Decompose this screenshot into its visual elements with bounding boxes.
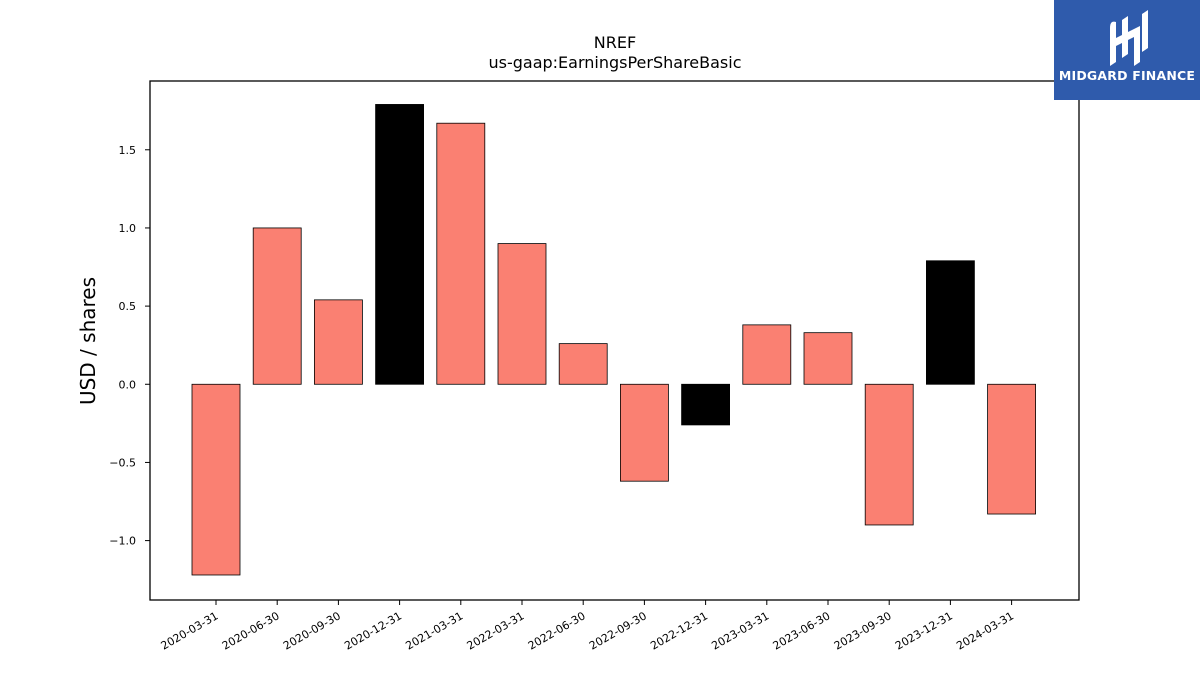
x-tick-label: 2020-09-30 <box>281 609 343 652</box>
logo-text: MIDGARD FINANCE <box>1058 68 1196 83</box>
y-tick-label: 1.0 <box>119 222 137 235</box>
bar-2023-06-30 <box>803 332 853 385</box>
midgard-logo-icon <box>1110 10 1148 67</box>
bars <box>191 104 1036 576</box>
y-axis-label: USD / shares <box>76 277 100 405</box>
bar-2021-03-31 <box>436 122 486 385</box>
midgard-finance-logo: MIDGARD FINANCE <box>1054 0 1200 100</box>
y-tick-label: −1.0 <box>109 535 136 548</box>
bar-2023-12-31 <box>926 260 975 385</box>
x-tick-label: 2024-03-31 <box>954 609 1016 652</box>
bar-2022-09-30 <box>620 383 669 482</box>
chart-subtitle: us-gaap:EarningsPerShareBasic <box>488 53 741 72</box>
x-tick-label: 2020-03-31 <box>159 609 221 652</box>
y-tick-label: 0.0 <box>119 378 137 391</box>
x-tick-label: 2023-12-31 <box>893 609 955 652</box>
bar-2020-06-30 <box>252 227 302 385</box>
y-ticks: −1.0 −0.5 0.0 0.5 1.0 1.5 <box>109 144 150 548</box>
y-tick-label: −0.5 <box>109 456 136 469</box>
x-tick-label: 2022-03-31 <box>465 609 527 652</box>
y-tick-label: 0.5 <box>119 300 137 313</box>
bar-2023-03-31 <box>742 324 792 385</box>
bar-2023-09-30 <box>864 383 914 526</box>
x-tick-label: 2022-06-30 <box>526 609 588 652</box>
bar-2020-12-31 <box>375 104 425 385</box>
x-tick-label: 2020-12-31 <box>342 609 404 652</box>
bar-2020-09-30 <box>313 299 363 385</box>
bar-2022-03-31 <box>497 243 547 385</box>
x-tick-label: 2022-12-31 <box>648 609 710 652</box>
x-tick-label: 2022-09-30 <box>587 609 649 652</box>
x-ticks: 2020-03-31 2020-06-30 2020-09-30 2020-12-31… <box>159 600 1016 653</box>
bar-2022-06-30 <box>558 343 608 385</box>
plot-frame <box>149 80 1080 601</box>
x-tick-label: 2020-06-30 <box>220 609 282 652</box>
x-tick-label: 2023-03-31 <box>709 609 771 652</box>
y-tick-label: 1.5 <box>119 144 137 157</box>
bar-2022-12-31 <box>681 383 730 426</box>
bar-2024-03-31 <box>987 383 1036 515</box>
chart-title: NREF <box>594 33 636 52</box>
x-tick-label: 2023-06-30 <box>771 609 833 652</box>
bar-2020-03-31 <box>191 383 241 576</box>
x-tick-label: 2023-09-30 <box>832 609 894 652</box>
x-tick-label: 2021-03-31 <box>403 609 465 652</box>
